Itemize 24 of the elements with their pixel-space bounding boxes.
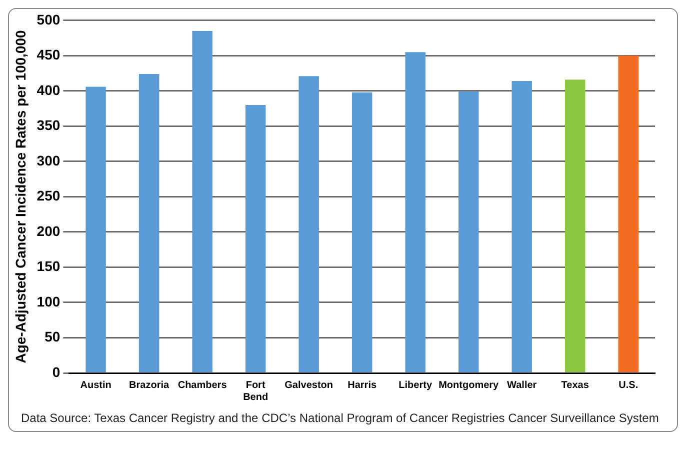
y-tick-label: 100: [36, 293, 60, 310]
y-tick-label: 0: [52, 364, 60, 380]
y-tick-label: 200: [36, 222, 60, 239]
x-tick-label: Brazoria: [129, 380, 170, 391]
y-tick-label: 450: [36, 46, 60, 63]
x-tick-label: Waller: [507, 380, 537, 391]
y-tick-label: 150: [36, 258, 60, 274]
y-tick-label: 350: [36, 117, 60, 134]
x-tick-label: Texas: [561, 380, 590, 391]
y-tick-label: 500: [36, 11, 60, 28]
x-tick-label: Fort Bend: [243, 380, 268, 403]
x-tick-label: Harris: [348, 380, 377, 391]
y-tick-label: 400: [36, 82, 60, 98]
x-tick-label: Montgomery: [438, 380, 500, 391]
y-tick-label: 300: [36, 152, 60, 168]
x-tick-label: Liberty: [398, 380, 432, 391]
x-tick-label: U.S.: [618, 380, 638, 391]
x-tick-label: Austin: [80, 380, 112, 391]
x-tick-label: Chambers: [178, 380, 228, 391]
y-tick-label: 50: [44, 328, 60, 345]
y-axis-title: Age-Adjusted Cancer Incidence Rates per 100,000: [12, 30, 28, 364]
y-tick-label: 250: [36, 188, 60, 204]
x-tick-label: Galveston: [284, 380, 333, 391]
source-note: Data Source: Texas Cancer Registry and the CDC’s National Program of Cancer Registries Cancer Surveillance System: [20, 410, 660, 427]
